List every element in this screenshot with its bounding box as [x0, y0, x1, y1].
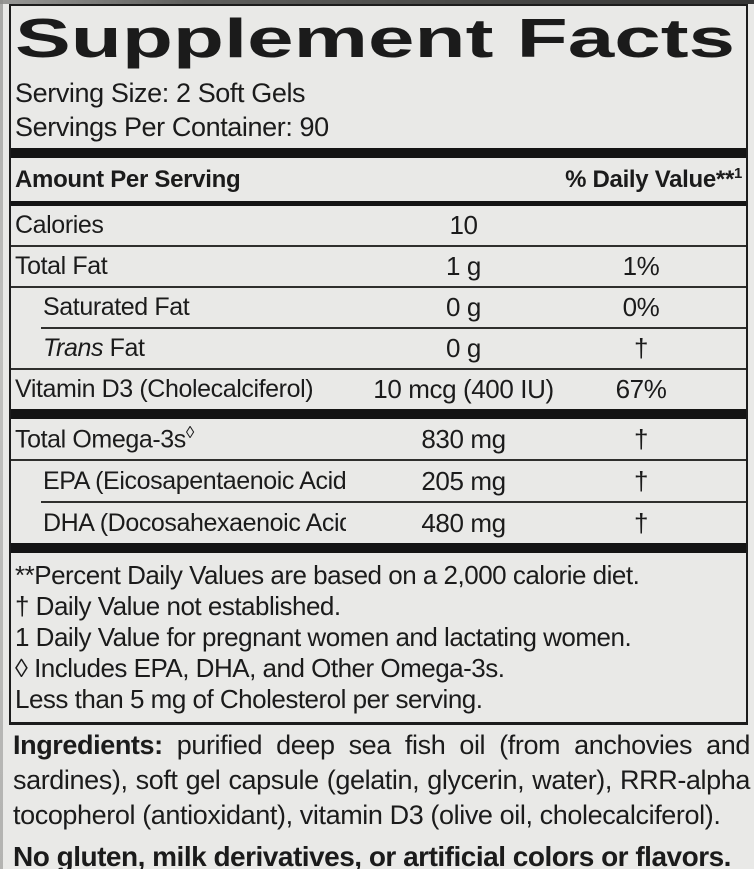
- nutrient-name: Vitamin D3 (Cholecalciferol): [15, 375, 314, 403]
- nutrient-name: DHA (Docosahexaenoic Acid): [43, 508, 346, 537]
- nutrient-daily-value: †: [633, 465, 649, 496]
- nutrient-daily-value: †: [633, 333, 649, 363]
- panel-title: Supplement Facts: [15, 7, 736, 69]
- omega-section: Total Omega-3s◊ 830 mg † EPA (Eicosapent…: [11, 419, 746, 543]
- supplement-facts-panel: Supplement Facts Serving Size: 2 Soft Ge…: [9, 4, 748, 725]
- nutrient-amount: 830 mg: [421, 423, 506, 454]
- column-header-daily-value: % Daily Value**1: [565, 165, 742, 193]
- footnote-pregnant-lactating: 1 Daily Value for pregnant women and lac…: [15, 622, 632, 652]
- row-separator: [11, 459, 746, 461]
- ingredients-list: purified deep sea fish oil (from anchovi…: [13, 730, 750, 830]
- lozenge-footnote-marker: ◊: [185, 423, 194, 443]
- nutrient-name: EPA (Eicosapentaenoic Acid): [43, 466, 346, 495]
- column-header-row: Amount Per Serving % Daily Value**1: [11, 158, 746, 201]
- nutrient-amount: 10 mcg (400 IU): [373, 374, 554, 404]
- ingredients-label: Ingredients:: [13, 730, 163, 760]
- row-separator: [11, 286, 746, 288]
- column-header-amount: Amount Per Serving: [15, 165, 241, 193]
- daily-value-footnote-ref: 1: [734, 165, 742, 182]
- nutrient-amount: 10: [449, 210, 478, 240]
- thick-rule: [11, 543, 746, 553]
- nutrient-daily-value: 1%: [622, 251, 660, 281]
- nutrient-row-dha: DHA (Docosahexaenoic Acid) 480 mg †: [11, 503, 746, 543]
- nutrient-amount: 0 g: [446, 333, 481, 363]
- nutrient-row-vitamin-d3: Vitamin D3 (Cholecalciferol) 10 mcg (400…: [11, 370, 746, 409]
- nutrient-amount: 1 g: [446, 251, 481, 281]
- photo-left-edge-shadow: [0, 0, 3, 869]
- footnote-lozenge: ◊ Includes EPA, DHA, and Other Omega-3s.: [15, 653, 505, 683]
- row-separator-inset: [41, 327, 746, 329]
- footnotes-section: **Percent Daily Values are based on a 2,…: [11, 553, 746, 722]
- nutrient-daily-value: †: [633, 423, 649, 454]
- nutrient-amount: 0 g: [446, 292, 481, 322]
- row-separator: [11, 245, 746, 247]
- thick-rule: [11, 409, 746, 419]
- nutrient-amount: 480 mg: [421, 507, 506, 538]
- below-panel-text: Ingredients: purified deep sea fish oil …: [13, 728, 750, 869]
- nutrient-name: Calories: [15, 211, 104, 239]
- servings-per-container: Servings Per Container: 90: [15, 112, 329, 142]
- footnote-dagger: † Daily Value not established.: [15, 591, 341, 621]
- row-separator: [11, 368, 746, 370]
- nutrient-daily-value: †: [633, 507, 649, 538]
- medium-rule: [11, 201, 746, 206]
- serving-info: Serving Size: 2 Soft Gels Servings Per C…: [11, 70, 746, 148]
- nutrient-daily-value: 67%: [615, 374, 667, 404]
- allergen-statement: No gluten, milk derivatives, or artifici…: [13, 841, 731, 869]
- row-separator-inset: [41, 501, 746, 503]
- nutrient-name: Total Fat: [15, 252, 108, 280]
- nutrient-daily-value: 0%: [622, 292, 660, 322]
- nutrient-amount: 205 mg: [421, 465, 506, 496]
- nutrient-name: Total Omega-3s◊: [15, 423, 194, 454]
- nutrient-row-trans-fat: Trans Fat 0 g †: [11, 329, 746, 368]
- serving-size: Serving Size: 2 Soft Gels: [15, 78, 306, 108]
- nutrient-name: Saturated Fat: [43, 293, 190, 321]
- footnote-cholesterol: Less than 5 mg of Cholesterol per servin…: [15, 684, 483, 714]
- nutrient-row-calories: Calories 10: [11, 206, 746, 245]
- nutrient-name: Trans Fat: [43, 334, 145, 362]
- nutrient-row-epa: EPA (Eicosapentaenoic Acid) 205 mg †: [11, 461, 746, 501]
- nutrient-row-saturated-fat: Saturated Fat 0 g 0%: [11, 288, 746, 327]
- ingredients-paragraph: Ingredients: purified deep sea fish oil …: [13, 728, 750, 833]
- panel-title-wrap: Supplement Facts: [11, 6, 746, 70]
- nutrient-row-total-omega-3s: Total Omega-3s◊ 830 mg †: [11, 419, 746, 459]
- photo-top-edge-shadow: [0, 0, 754, 4]
- footnote-percent-dv: **Percent Daily Values are based on a 2,…: [15, 560, 640, 590]
- nutrient-row-total-fat: Total Fat 1 g 1%: [11, 247, 746, 286]
- thick-rule: [11, 148, 746, 158]
